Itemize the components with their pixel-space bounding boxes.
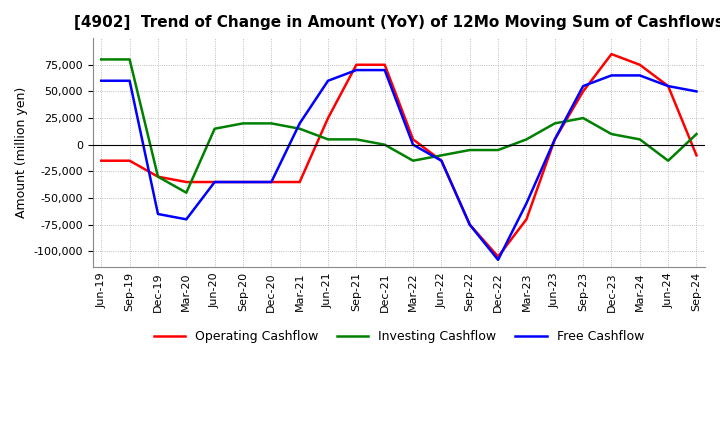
Investing Cashflow (437, 153, 446, 158)
Investing Cashflow (522, 137, 531, 142)
Operating Cashflow (267, 180, 276, 185)
Free Cashflow (692, 89, 701, 94)
Investing Cashflow (352, 137, 361, 142)
Investing Cashflow (692, 132, 701, 137)
Operating Cashflow (579, 89, 588, 94)
Investing Cashflow (210, 126, 219, 132)
Investing Cashflow (636, 137, 644, 142)
Free Cashflow (295, 121, 304, 126)
Investing Cashflow (182, 190, 191, 195)
Investing Cashflow (551, 121, 559, 126)
Free Cashflow (352, 67, 361, 73)
Free Cashflow (238, 180, 247, 185)
Operating Cashflow (182, 180, 191, 185)
Investing Cashflow (267, 121, 276, 126)
Free Cashflow (494, 257, 503, 263)
Investing Cashflow (409, 158, 418, 163)
Free Cashflow (409, 142, 418, 147)
Y-axis label: Amount (million yen): Amount (million yen) (15, 87, 28, 218)
Operating Cashflow (465, 222, 474, 227)
Operating Cashflow (238, 180, 247, 185)
Operating Cashflow (352, 62, 361, 67)
Investing Cashflow (97, 57, 106, 62)
Free Cashflow (551, 137, 559, 142)
Free Cashflow (210, 180, 219, 185)
Investing Cashflow (324, 137, 333, 142)
Investing Cashflow (153, 174, 162, 180)
Line: Investing Cashflow: Investing Cashflow (102, 59, 696, 193)
Free Cashflow (97, 78, 106, 84)
Operating Cashflow (153, 174, 162, 180)
Operating Cashflow (295, 180, 304, 185)
Title: [4902]  Trend of Change in Amount (YoY) of 12Mo Moving Sum of Cashflows: [4902] Trend of Change in Amount (YoY) o… (74, 15, 720, 30)
Investing Cashflow (295, 126, 304, 132)
Investing Cashflow (607, 132, 616, 137)
Operating Cashflow (522, 216, 531, 222)
Operating Cashflow (664, 84, 672, 89)
Operating Cashflow (494, 254, 503, 259)
Free Cashflow (522, 201, 531, 206)
Line: Operating Cashflow: Operating Cashflow (102, 54, 696, 257)
Operating Cashflow (380, 62, 389, 67)
Operating Cashflow (97, 158, 106, 163)
Operating Cashflow (607, 51, 616, 57)
Investing Cashflow (494, 147, 503, 153)
Operating Cashflow (692, 153, 701, 158)
Free Cashflow (267, 180, 276, 185)
Operating Cashflow (210, 180, 219, 185)
Operating Cashflow (125, 158, 134, 163)
Free Cashflow (324, 78, 333, 84)
Free Cashflow (636, 73, 644, 78)
Investing Cashflow (238, 121, 247, 126)
Free Cashflow (125, 78, 134, 84)
Operating Cashflow (551, 137, 559, 142)
Free Cashflow (607, 73, 616, 78)
Investing Cashflow (579, 115, 588, 121)
Free Cashflow (153, 211, 162, 216)
Investing Cashflow (465, 147, 474, 153)
Line: Free Cashflow: Free Cashflow (102, 70, 696, 260)
Free Cashflow (380, 67, 389, 73)
Investing Cashflow (125, 57, 134, 62)
Free Cashflow (465, 222, 474, 227)
Operating Cashflow (437, 158, 446, 163)
Free Cashflow (437, 158, 446, 163)
Operating Cashflow (409, 137, 418, 142)
Investing Cashflow (664, 158, 672, 163)
Legend: Operating Cashflow, Investing Cashflow, Free Cashflow: Operating Cashflow, Investing Cashflow, … (149, 325, 649, 348)
Operating Cashflow (636, 62, 644, 67)
Free Cashflow (579, 84, 588, 89)
Free Cashflow (182, 216, 191, 222)
Investing Cashflow (380, 142, 389, 147)
Operating Cashflow (324, 115, 333, 121)
Free Cashflow (664, 84, 672, 89)
